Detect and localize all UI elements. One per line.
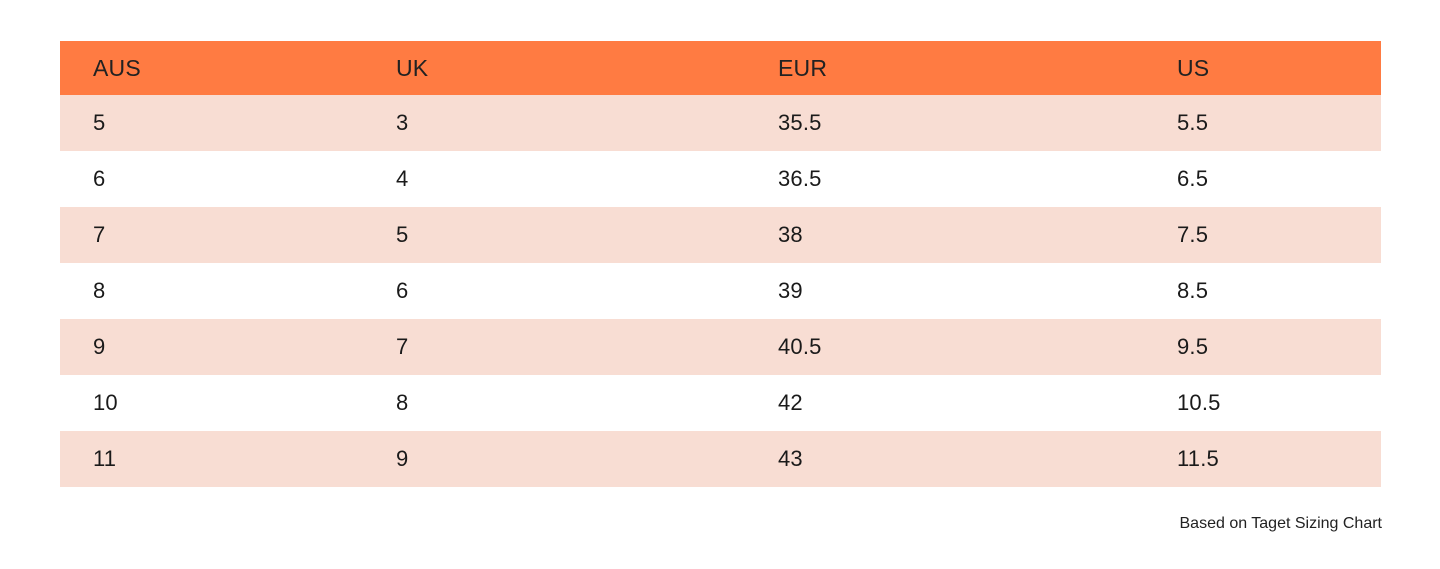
header-eur: EUR [778,54,828,81]
table-row: 8 6 39 8.5 [60,263,1381,319]
cell-aus: 9 [93,334,106,359]
table-row: 9 7 40.5 9.5 [60,319,1381,375]
cell-aus: 10 [93,390,118,415]
header-us: US [1177,54,1210,81]
header-aus: AUS [93,54,141,81]
cell-uk: 8 [396,390,409,415]
table-row: 7 5 38 7.5 [60,207,1381,263]
cell-eur: 35.5 [778,110,822,135]
cell-uk: 4 [396,166,409,191]
cell-eur: 36.5 [778,166,822,191]
cell-uk: 3 [396,110,409,135]
cell-us: 10.5 [1177,390,1221,415]
table-row: 6 4 36.5 6.5 [60,151,1381,207]
cell-uk: 7 [396,334,409,359]
cell-eur: 40.5 [778,334,822,359]
cell-aus: 5 [93,110,106,135]
table-row: 11 9 43 11.5 [60,431,1381,487]
source-footnote: Based on Taget Sizing Chart [1179,515,1383,532]
cell-aus: 11 [93,446,117,471]
cell-uk: 5 [396,222,409,247]
cell-us: 11.5 [1177,446,1219,471]
table-header-row: AUS UK EUR US [60,41,1381,95]
cell-eur: 42 [778,390,803,415]
cell-eur: 39 [778,278,803,303]
cell-aus: 7 [93,222,106,247]
header-uk: UK [396,54,429,81]
cell-us: 8.5 [1177,278,1209,303]
cell-aus: 6 [93,166,106,191]
table-row: 10 8 42 10.5 [60,375,1381,431]
table-row: 5 3 35.5 5.5 [60,95,1381,151]
size-chart-table: AUS UK EUR US 5 3 35.5 5.5 6 4 36.5 6.5 … [60,41,1381,487]
cell-eur: 43 [778,446,803,471]
cell-uk: 9 [396,446,409,471]
cell-us: 7.5 [1177,222,1209,247]
cell-us: 9.5 [1177,334,1209,359]
cell-us: 6.5 [1177,166,1209,191]
cell-us: 5.5 [1177,110,1209,135]
cell-eur: 38 [778,222,803,247]
cell-uk: 6 [396,278,409,303]
cell-aus: 8 [93,278,106,303]
